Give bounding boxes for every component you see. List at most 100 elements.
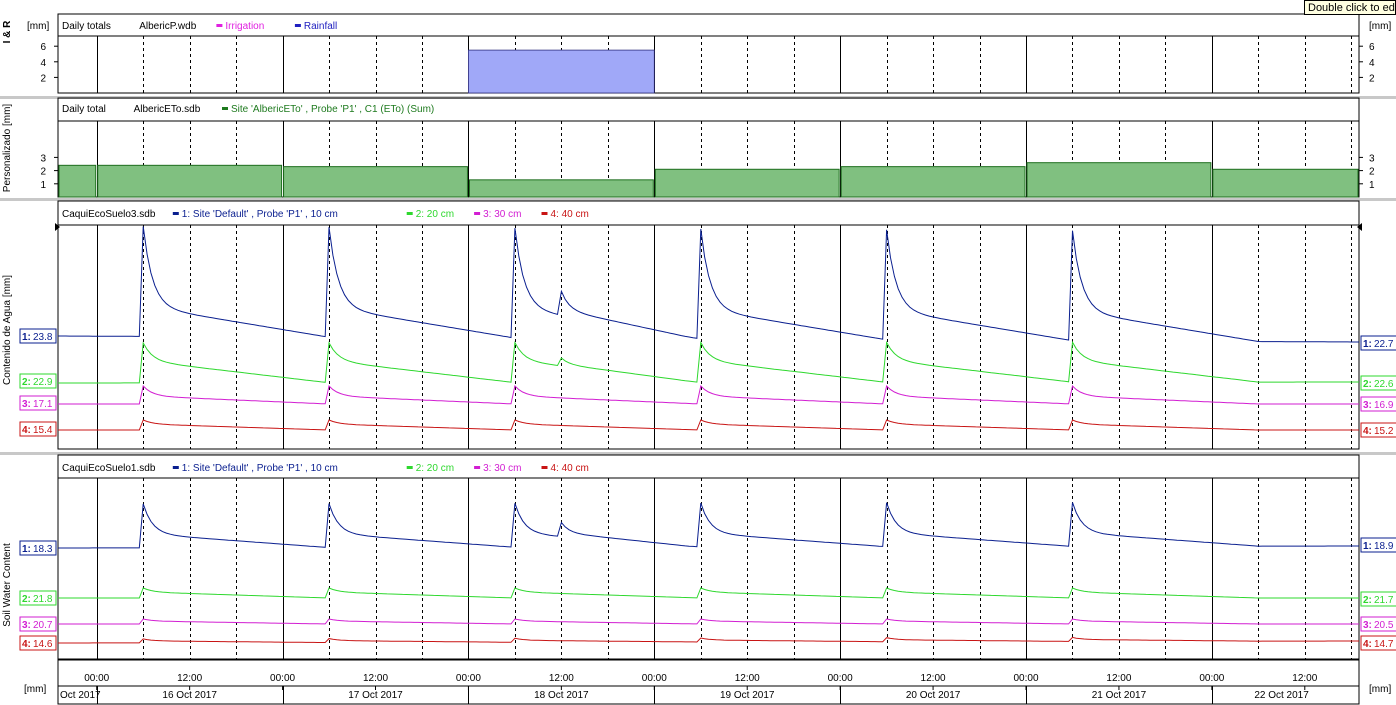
legend-text: AlbericETo.sdb [134, 104, 201, 115]
left-value: 22.9 [33, 377, 53, 388]
panel-frame [57, 200, 1360, 450]
left-value: 14.6 [33, 639, 53, 650]
right-value: 21.7 [1374, 595, 1394, 606]
soil-line-1 [58, 502, 1359, 549]
eto-bar [468, 179, 654, 198]
panel-separator [0, 452, 1396, 455]
right-value: 20.5 [1374, 620, 1394, 631]
right-value-prefix: 4: [1363, 426, 1372, 437]
x-time-label: 00:00 [828, 673, 853, 684]
legend-swatch [294, 24, 301, 27]
left-value: 21.8 [33, 594, 53, 605]
left-value-box [19, 373, 57, 389]
right-value-box [1360, 375, 1396, 391]
x-time-label: 00:00 [84, 673, 109, 684]
legend-text: AlbericP.wdb [139, 21, 197, 32]
unit-label: [mm] [27, 21, 49, 32]
legend-item: 4: 40 cm [551, 209, 589, 220]
left-value-prefix: 4: [22, 425, 31, 436]
x-time-label: 12:00 [363, 673, 388, 684]
right-value-prefix: 3: [1363, 400, 1372, 411]
left-value-box [19, 540, 57, 556]
right-value-box [1360, 616, 1396, 632]
left-value-prefix: 3: [22, 399, 31, 410]
panel-ylabel: Soil Water Content [2, 543, 13, 627]
legend-item: 3: 30 cm [483, 209, 521, 220]
x-time-label: 12:00 [1106, 673, 1131, 684]
soil-line-4 [58, 419, 1359, 431]
legend-item: Rainfall [304, 21, 337, 32]
panel-ylabel: Personalizado [mm] [2, 104, 13, 193]
legend-swatch [406, 466, 413, 469]
x-date-label: 22 Oct 2017 [1254, 690, 1309, 701]
x-date-label: 19 Oct 2017 [720, 690, 775, 701]
left-value: 15.4 [33, 425, 53, 436]
y-tick-label: 4 [1369, 58, 1375, 69]
x-time-label: 12:00 [549, 673, 574, 684]
x-date-label: 20 Oct 2017 [906, 690, 961, 701]
x-date-label: 16 Oct 2017 [162, 690, 217, 701]
x-date-label: 18 Oct 2017 [534, 690, 589, 701]
x-time-label: 00:00 [1013, 673, 1038, 684]
x-time-label: 12:00 [1292, 673, 1317, 684]
rainfall-bar [468, 49, 655, 94]
right-value: 22.7 [1374, 339, 1394, 350]
left-value-box [19, 616, 57, 632]
legend-item: 3: 30 cm [483, 463, 521, 474]
right-value-box [1360, 396, 1396, 412]
left-value-box [19, 395, 57, 411]
left-value-prefix: 1: [22, 544, 31, 555]
legend-item: 1: Site 'Default' , Probe 'P1' , 10 cm [182, 209, 338, 220]
legend-swatch [474, 466, 481, 469]
left-value-prefix: 3: [22, 620, 31, 631]
left-value: 18.3 [33, 544, 53, 555]
right-value: 14.7 [1374, 639, 1394, 650]
x-date-label: 21 Oct 2017 [1092, 690, 1147, 701]
soil-line-4 [58, 636, 1359, 644]
legend-swatch [172, 212, 179, 215]
y-tick-label: 1 [40, 180, 46, 191]
y-tick-label: 3 [40, 153, 46, 164]
right-value-prefix: 1: [1363, 339, 1372, 350]
y-tick-label: 6 [40, 42, 46, 53]
x-time-label: 00:00 [642, 673, 667, 684]
x-time-label: 00:00 [270, 673, 295, 684]
legend-swatch [222, 107, 228, 110]
x-date-label: 17 Oct 2017 [348, 690, 403, 701]
eto-bar [840, 166, 1026, 198]
eto-bar [1026, 162, 1212, 198]
panel-frame [57, 454, 1360, 660]
right-value: 15.2 [1374, 426, 1394, 437]
right-value: 16.9 [1374, 400, 1394, 411]
panel-ylabel: I & R [2, 20, 13, 44]
right-value-box [1360, 537, 1396, 553]
y-tick-label: 6 [1369, 42, 1375, 53]
eto-bar [283, 166, 468, 198]
x-time-label: 12:00 [921, 673, 946, 684]
soil-line-3 [58, 618, 1359, 625]
left-value-prefix: 4: [22, 639, 31, 650]
right-value-box [1360, 422, 1396, 438]
left-value-box [19, 635, 57, 651]
legend-swatch [406, 212, 413, 215]
panel-ylabel: Contenido de Agua [mm] [2, 275, 13, 385]
panel-frame [57, 13, 1360, 94]
legend-item: Irrigation [225, 21, 264, 32]
y-tick-label: 4 [40, 58, 46, 69]
range-marker [55, 223, 60, 231]
y-tick-label: 2 [40, 73, 46, 84]
right-value-prefix: 2: [1363, 379, 1372, 390]
soil-line-2 [58, 340, 1359, 384]
legend-swatch [216, 24, 223, 27]
right-value: 22.6 [1374, 379, 1394, 390]
x-time-label: 12:00 [735, 673, 760, 684]
y-tick-label: 3 [1369, 153, 1375, 164]
unit-label: [mm] [1369, 21, 1391, 32]
legend-item: 4: 40 cm [551, 463, 589, 474]
soil-line-2 [58, 587, 1359, 599]
legend-text: Daily total [62, 104, 106, 115]
left-value-box [19, 328, 57, 344]
y-tick-label: 2 [1369, 167, 1375, 178]
y-tick-label: 1 [1369, 180, 1375, 191]
